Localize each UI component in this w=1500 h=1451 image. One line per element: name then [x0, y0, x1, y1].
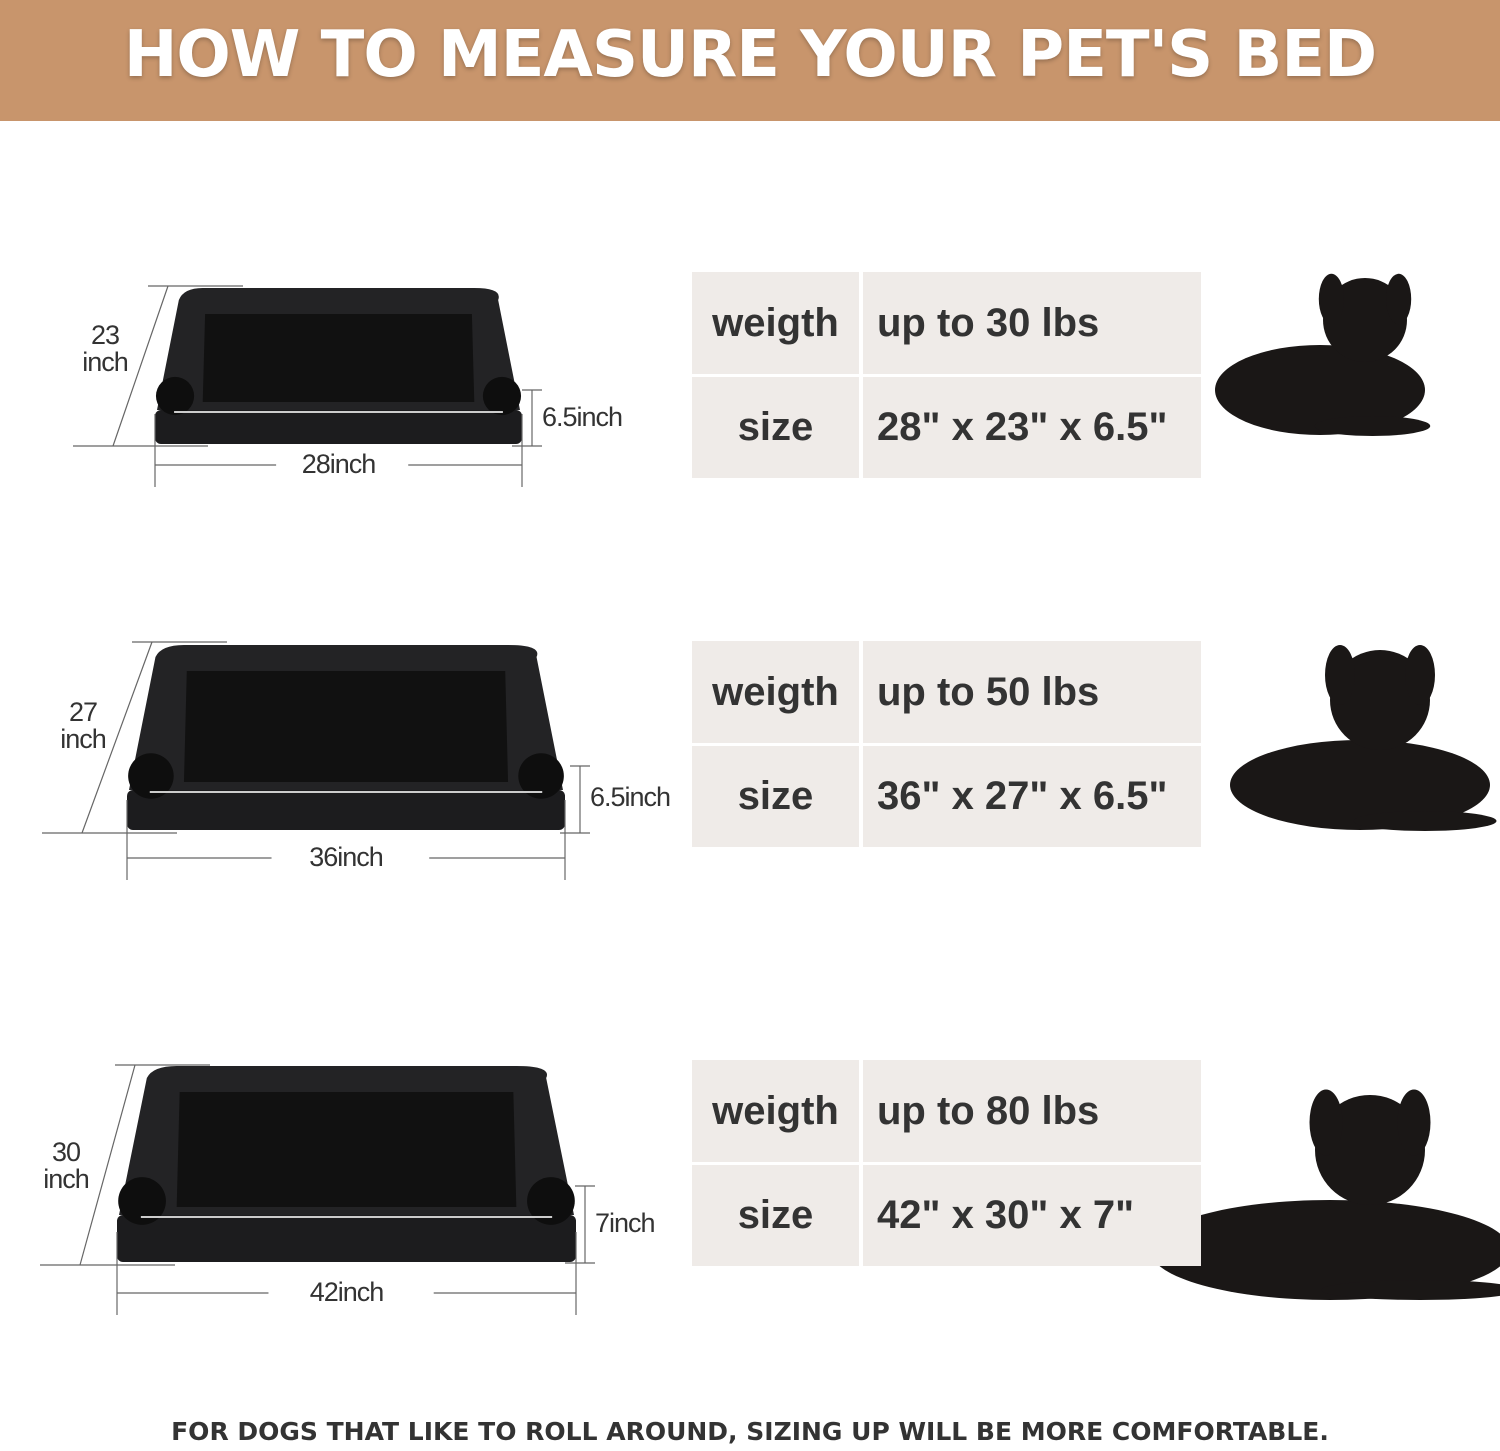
dog-ear	[1318, 273, 1344, 325]
size-label: size	[692, 377, 859, 478]
depth-line	[81, 641, 153, 834]
width-label: 42inch	[309, 1277, 385, 1307]
dog-ear	[1325, 645, 1355, 705]
depth-unit: inch	[43, 1164, 90, 1194]
dog-paws	[1353, 811, 1497, 831]
size-value: 28" x 23" x 6.5"	[863, 377, 1201, 478]
height-label: 6.5inch	[542, 402, 623, 432]
page-title: HOW TO MEASURE YOUR PET'S BED	[123, 18, 1377, 92]
weight-label: weigth	[692, 641, 859, 743]
bolster-end	[527, 1177, 575, 1225]
size-value: 36" x 27" x 6.5"	[863, 746, 1201, 847]
width-label: 36inch	[309, 842, 384, 872]
header-banner: HOW TO MEASURE YOUR PET'S BED	[0, 0, 1500, 121]
depth-unit: inch	[82, 347, 129, 377]
bed-base	[155, 410, 522, 444]
bolster-end	[482, 376, 522, 416]
weight-label: weigth	[692, 1060, 859, 1162]
bed-cushion	[176, 1092, 517, 1207]
bed-illustration-2	[42, 641, 1497, 880]
depth-unit: inch	[60, 724, 107, 754]
dimension-lines	[42, 641, 590, 880]
bed-cushion	[202, 314, 475, 402]
width-label: 28inch	[301, 449, 377, 479]
weight-label: weigth	[692, 272, 859, 374]
dimension-lines	[73, 285, 542, 487]
size-label: size	[692, 746, 859, 847]
dog-ear	[1405, 645, 1435, 705]
dog-ear	[1386, 273, 1412, 325]
size-value: 42" x 30" x 7"	[863, 1165, 1201, 1266]
bolster-end	[128, 753, 174, 799]
dog-ear	[1397, 1089, 1431, 1156]
depth-value: 23	[90, 320, 120, 350]
depth-line	[79, 1064, 136, 1266]
weight-value: up to 80 lbs	[863, 1060, 1201, 1162]
depth-value: 27	[68, 697, 98, 727]
height-label: 6.5inch	[590, 782, 671, 812]
dog-body	[1215, 345, 1425, 435]
bed-base	[127, 790, 565, 830]
bed-cushion	[183, 671, 509, 782]
size-label: size	[692, 1165, 859, 1266]
weight-value: up to 50 lbs	[863, 641, 1201, 743]
dog-body	[1150, 1200, 1500, 1300]
dog-paws	[1314, 416, 1431, 436]
dog-ear	[1309, 1089, 1343, 1156]
bolster-end	[518, 753, 564, 799]
bolster-end	[155, 376, 195, 416]
weight-value: up to 30 lbs	[863, 272, 1201, 374]
bolster-end	[118, 1177, 166, 1225]
depth-value: 30	[51, 1137, 81, 1167]
dimension-lines	[40, 1064, 595, 1315]
dog-icon-french-bulldog	[1215, 273, 1431, 436]
dog-icon-spaniel	[1230, 645, 1497, 831]
dog-paws	[1321, 1280, 1500, 1300]
depth-line	[112, 285, 169, 447]
bed-illustration-1	[73, 273, 1431, 487]
bed-base	[117, 1215, 576, 1262]
height-label: 7inch	[595, 1208, 656, 1238]
bed-illustration-3	[40, 1064, 1500, 1315]
dog-icon-black-labrador	[1150, 1089, 1500, 1300]
footer-note: FOR DOGS THAT LIKE TO ROLL AROUND, SIZIN…	[171, 1417, 1329, 1446]
dog-body	[1230, 740, 1490, 830]
